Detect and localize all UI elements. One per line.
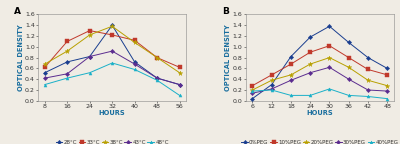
Text: A: A [14,7,21,17]
Y-axis label: OPTICAL DENSITY: OPTICAL DENSITY [225,24,231,91]
Legend: 0%PEG, 10%PEG, 20%PEG, 30%PEG, 40%PEG: 0%PEG, 10%PEG, 20%PEG, 30%PEG, 40%PEG [241,140,398,144]
X-axis label: HOURS: HOURS [99,110,126,116]
Text: B: B [222,7,229,17]
X-axis label: HOURS: HOURS [306,110,333,116]
Legend: 28°C, 33°C, 38°C, 43°C, 48°C: 28°C, 33°C, 38°C, 43°C, 48°C [56,140,169,144]
Y-axis label: OPTICAL DENSITY: OPTICAL DENSITY [18,24,24,91]
